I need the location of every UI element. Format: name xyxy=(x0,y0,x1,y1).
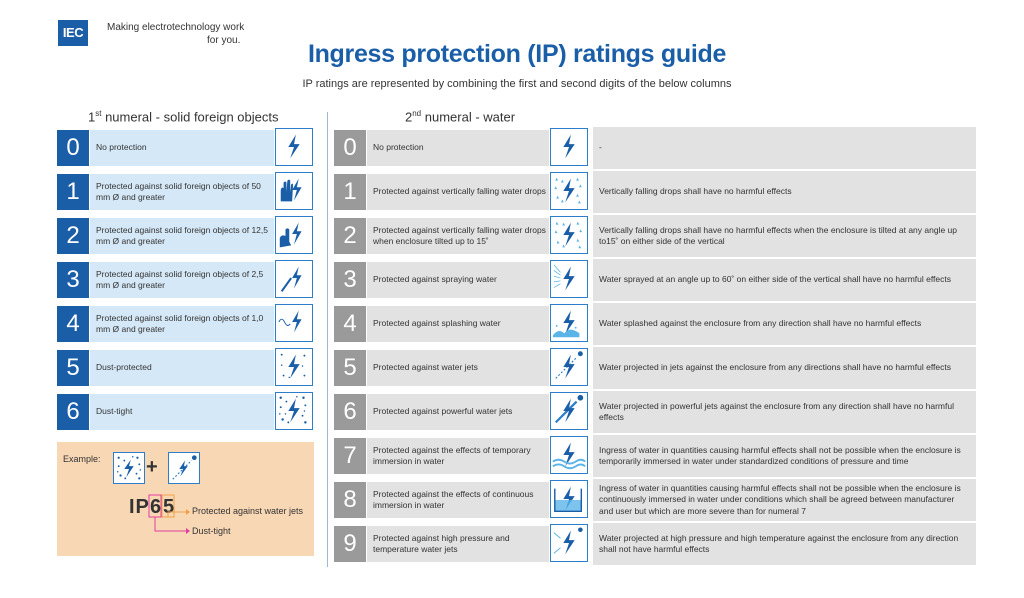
first-numeral: 0 xyxy=(57,130,89,166)
tagline: Making electrotechnology work for you. xyxy=(107,21,247,47)
col2-heading-text: numeral - water xyxy=(421,109,516,125)
water-description: No protection xyxy=(367,130,549,166)
spray-bolt-icon xyxy=(550,260,588,298)
col2-heading-num: 2 xyxy=(405,109,413,125)
dust-bolt-icon xyxy=(275,348,313,386)
tilted-drops-bolt-icon xyxy=(550,216,588,254)
jet-bolt-icon xyxy=(550,348,588,386)
tagline-line1: Making electrotechnology work xyxy=(107,22,245,33)
water-detail: Water splashed against the enclosure fro… xyxy=(593,303,976,345)
first-numeral: 4 xyxy=(57,306,89,342)
dense-dust-bolt-icon xyxy=(113,452,145,484)
water-detail: Water sprayed at an angle up to 60˚ on e… xyxy=(593,259,976,301)
solid-object-description: Protected against solid foreign objects … xyxy=(90,306,274,342)
water-description: Protected against splashing water xyxy=(367,306,549,342)
water-detail: Ingress of water in quantities causing h… xyxy=(593,479,976,521)
solid-object-description: Dust-protected xyxy=(90,350,274,386)
solid-object-description: Dust-tight xyxy=(90,394,274,430)
second-numeral: 1 xyxy=(334,174,366,210)
example-dust-label: Dust-tight xyxy=(192,526,231,536)
solid-object-description: Protected against solid foreign objects … xyxy=(90,262,274,298)
wire-bolt-icon xyxy=(275,304,313,342)
water-detail: Water projected at high pressure and hig… xyxy=(593,523,976,565)
finger-bolt-icon xyxy=(275,216,313,254)
wave-bolt-icon xyxy=(550,436,588,474)
first-numeral: 5 xyxy=(57,350,89,386)
example-digit1: 6 xyxy=(150,496,162,518)
example-label: Example: xyxy=(63,454,101,464)
splash-bolt-icon xyxy=(550,304,588,342)
first-numeral: 6 xyxy=(57,394,89,430)
tagline-line2: for you. xyxy=(207,35,241,46)
water-detail: Vertically falling drops shall have no h… xyxy=(593,171,976,213)
water-detail: Ingress of water in quantities causing h… xyxy=(593,435,976,477)
second-numeral: 2 xyxy=(334,218,366,254)
water-description: Protected against spraying water xyxy=(367,262,549,298)
powerful-jet-bolt-icon xyxy=(550,392,588,430)
water-description: Protected against vertically falling wat… xyxy=(367,174,549,210)
second-numeral: 7 xyxy=(334,438,366,474)
water-description: Protected against high pressure and temp… xyxy=(367,526,549,562)
water-detail: - xyxy=(593,127,976,169)
example-digit2: 5 xyxy=(163,496,175,518)
first-numeral: 3 xyxy=(57,262,89,298)
water-description: Protected against powerful water jets xyxy=(367,394,549,430)
col1-heading-sup: st xyxy=(95,109,102,118)
drops-bolt-icon xyxy=(550,172,588,210)
water-description: Protected against vertically falling wat… xyxy=(367,218,549,254)
first-numeral: 1 xyxy=(57,174,89,210)
water-description: Protected against water jets xyxy=(367,350,549,386)
second-numeral: 6 xyxy=(334,394,366,430)
water-description: Protected against the effects of continu… xyxy=(367,482,549,518)
jet-bolt-icon xyxy=(168,452,200,484)
second-numeral: 8 xyxy=(334,482,366,518)
example-jets-label: Protected against water jets xyxy=(192,506,304,516)
col2-heading: 2nd numeral - water xyxy=(405,109,515,124)
col1-heading: 1st numeral - solid foreign objects xyxy=(88,109,279,124)
hand-bolt-icon xyxy=(275,172,313,210)
example-plus: + xyxy=(146,456,158,478)
second-numeral: 5 xyxy=(334,350,366,386)
example-box: Example: + IP 6 5 Protected against wate… xyxy=(57,442,314,556)
second-numeral: 3 xyxy=(334,262,366,298)
page-subtitle: IP ratings are represented by combining … xyxy=(302,78,732,90)
column-divider xyxy=(327,112,328,567)
water-description: Protected against the effects of tempora… xyxy=(367,438,549,474)
solid-object-description: Protected against solid foreign objects … xyxy=(90,218,274,254)
solid-object-description: No protection xyxy=(90,130,274,166)
high-pressure-bolt-icon xyxy=(550,524,588,562)
tool-bolt-icon xyxy=(275,260,313,298)
col1-heading-num: 1 xyxy=(88,109,96,125)
col1-heading-text: numeral - solid foreign objects xyxy=(101,109,279,125)
second-numeral: 0 xyxy=(334,130,366,166)
water-detail: Water projected in powerful jets against… xyxy=(593,391,976,433)
water-detail: Vertically falling drops shall have no h… xyxy=(593,215,976,257)
example-code: IP xyxy=(129,496,150,518)
page-title: Ingress protection (IP) ratings guide xyxy=(307,40,727,68)
col2-heading-sup: nd xyxy=(412,109,422,118)
bolt-icon xyxy=(550,128,588,166)
immersion-bolt-icon xyxy=(550,480,588,518)
solid-object-description: Protected against solid foreign objects … xyxy=(90,174,274,210)
iec-logo: IEC xyxy=(58,20,88,46)
second-numeral: 9 xyxy=(334,526,366,562)
bolt-icon xyxy=(275,128,313,166)
second-numeral: 4 xyxy=(334,306,366,342)
first-numeral: 2 xyxy=(57,218,89,254)
water-detail: Water projected in jets against the encl… xyxy=(593,347,976,389)
dense-dust-bolt-icon xyxy=(275,392,313,430)
